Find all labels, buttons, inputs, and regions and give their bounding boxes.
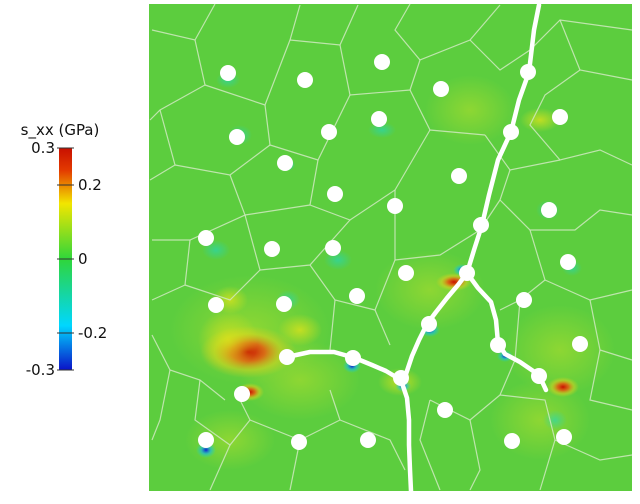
grain-boundary <box>394 3 421 61</box>
void <box>349 288 365 304</box>
void <box>198 432 214 448</box>
colorbar-tick-label: 0 <box>78 250 88 268</box>
void <box>387 198 403 214</box>
grain-boundary <box>151 334 226 401</box>
grain-boundary <box>514 299 521 361</box>
grain-boundary <box>469 419 481 491</box>
void <box>360 432 376 448</box>
void <box>371 111 387 127</box>
void <box>437 402 453 418</box>
void <box>531 368 547 384</box>
void <box>264 241 280 257</box>
grain-boundary <box>394 199 501 261</box>
grain-boundary <box>529 69 633 166</box>
void <box>459 265 475 281</box>
grain-boundary <box>209 444 231 491</box>
grain-boundary <box>499 229 546 311</box>
void <box>503 124 519 140</box>
void <box>234 386 250 402</box>
void <box>490 337 506 353</box>
colorbar-tick-label: 0.2 <box>78 176 102 194</box>
void <box>297 72 313 88</box>
void <box>572 336 588 352</box>
colorbar-tick-label: -0.2 <box>78 324 107 342</box>
void <box>229 129 245 145</box>
grain-boundary <box>152 174 246 241</box>
grain-boundary <box>204 4 301 106</box>
void <box>473 217 489 233</box>
void <box>398 265 414 281</box>
void <box>220 65 236 81</box>
grain-boundary <box>151 369 171 441</box>
void <box>556 429 572 445</box>
void <box>321 124 337 140</box>
grain-boundary <box>339 4 501 96</box>
colorbar-tick-label: -0.3 <box>26 361 55 379</box>
void <box>393 370 409 386</box>
crack-path <box>398 2 542 383</box>
grain-boundary <box>184 214 261 301</box>
void <box>208 297 224 313</box>
grain-boundary <box>419 399 441 491</box>
void <box>291 434 307 450</box>
colorbar-tick-label: 0.3 <box>31 139 55 157</box>
void <box>345 350 361 366</box>
void <box>520 64 536 80</box>
void <box>374 54 390 70</box>
grain-boundary <box>539 439 556 491</box>
crack-path <box>398 377 414 494</box>
stress-field-panel <box>149 2 633 494</box>
void <box>560 254 576 270</box>
void <box>279 349 295 365</box>
grain-boundary <box>249 389 341 441</box>
void <box>325 240 341 256</box>
colorbar-ticks: 0.3 0.2 0 -0.2 -0.3 <box>26 139 108 379</box>
void <box>327 186 343 202</box>
void <box>198 230 214 246</box>
void <box>516 292 532 308</box>
grain-boundary <box>374 309 391 346</box>
void <box>552 109 568 125</box>
void <box>421 316 437 332</box>
grain-boundary <box>149 39 206 121</box>
colorbar: s_xx (GPa) 0.3 0.2 0 -0.2 -0.3 <box>21 121 108 379</box>
void <box>433 81 449 97</box>
grain-boundary <box>589 349 633 411</box>
grain-boundary <box>244 204 311 216</box>
void <box>276 296 292 312</box>
void <box>277 155 293 171</box>
void <box>451 168 467 184</box>
grain-boundary <box>499 169 633 231</box>
colorbar-title: s_xx (GPa) <box>21 121 100 140</box>
voids <box>198 54 588 450</box>
grain-boundary <box>329 299 336 351</box>
void <box>504 433 520 449</box>
grain-boundary <box>339 419 406 471</box>
void <box>541 202 557 218</box>
